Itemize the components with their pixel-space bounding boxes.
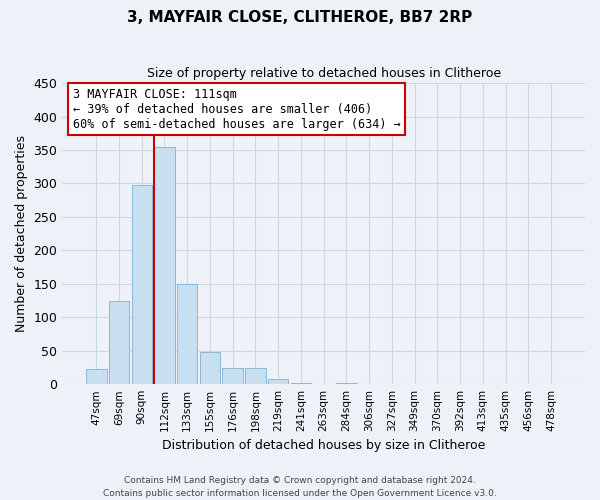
Text: 3, MAYFAIR CLOSE, CLITHEROE, BB7 2RP: 3, MAYFAIR CLOSE, CLITHEROE, BB7 2RP: [127, 10, 473, 25]
Bar: [245, 368, 266, 384]
Bar: [268, 380, 289, 384]
Bar: [336, 383, 356, 384]
Bar: [86, 370, 107, 384]
X-axis label: Distribution of detached houses by size in Clitheroe: Distribution of detached houses by size …: [162, 440, 485, 452]
Bar: [109, 300, 129, 384]
Bar: [154, 146, 175, 384]
Bar: [177, 284, 197, 384]
Text: 3 MAYFAIR CLOSE: 111sqm
← 39% of detached houses are smaller (406)
60% of semi-d: 3 MAYFAIR CLOSE: 111sqm ← 39% of detache…: [73, 88, 400, 130]
Bar: [131, 185, 152, 384]
Title: Size of property relative to detached houses in Clitheroe: Size of property relative to detached ho…: [146, 68, 501, 80]
Bar: [200, 352, 220, 384]
Bar: [223, 368, 243, 384]
Text: Contains HM Land Registry data © Crown copyright and database right 2024.
Contai: Contains HM Land Registry data © Crown c…: [103, 476, 497, 498]
Bar: [290, 383, 311, 384]
Y-axis label: Number of detached properties: Number of detached properties: [15, 135, 28, 332]
